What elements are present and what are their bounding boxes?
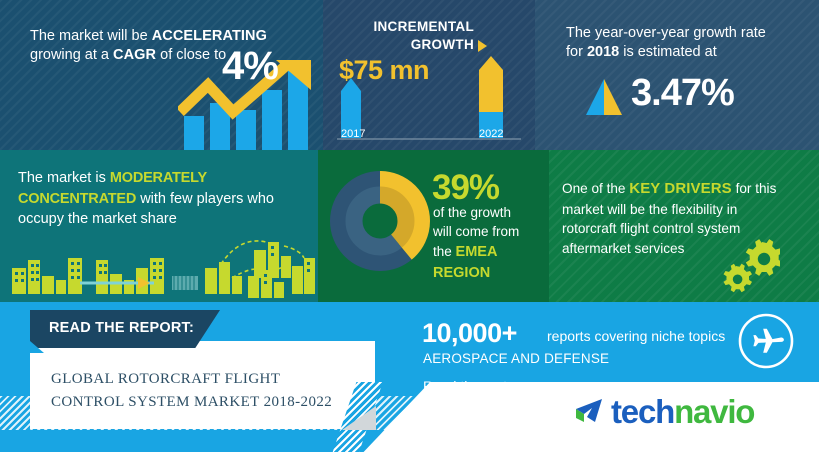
airplane-circle-icon xyxy=(738,313,794,369)
read-them-at-label: Read them at: xyxy=(423,378,511,394)
drivers-pre: One of the xyxy=(562,181,630,196)
technavio-logo[interactable]: technavio xyxy=(570,393,755,431)
reports-caption: reports covering niche topics xyxy=(547,328,726,344)
incremental-growth-value: $75 mn xyxy=(339,55,430,85)
concentration-statement: The market is MODERATELY CONCENTRATED wi… xyxy=(18,168,314,230)
incremental-growth-label: INCREMENTAL GROWTH xyxy=(336,18,474,54)
donut-chart xyxy=(330,171,430,271)
cagr-line1-bold: ACCELERATING xyxy=(151,28,268,44)
incremental-year-start: 2017 xyxy=(341,128,366,140)
paper-plane-icon xyxy=(576,399,602,422)
cagr-line2-pre: growing at a xyxy=(30,47,114,64)
emea-line2: will come from xyxy=(433,224,520,240)
gears-icon xyxy=(723,239,780,293)
logo-word-navio: navio xyxy=(674,393,755,430)
cagr-bar-chart xyxy=(178,60,311,150)
technavio-url-link[interactable]: www.technavio.com xyxy=(423,400,547,416)
panel-key-drivers xyxy=(549,150,819,302)
panel-cagr xyxy=(0,0,323,150)
emea-statement: of the growth will come from the EMEA RE… xyxy=(433,203,549,284)
panel-yoy-growth xyxy=(535,0,819,150)
emea-line3-hi: EMEA xyxy=(455,243,498,260)
reports-count: 10,000+ xyxy=(422,318,517,348)
cagr-line1-pre: The market will be xyxy=(30,28,152,44)
logo-word-tech: tech xyxy=(611,393,675,430)
read-the-report-label: READ THE REPORT: xyxy=(49,320,194,336)
triangle-up-icon xyxy=(586,79,622,115)
reports-sector: AEROSPACE AND DEFENSE xyxy=(423,351,610,366)
emea-line4-hi: REGION xyxy=(433,264,491,281)
logo-white-wedge xyxy=(356,382,819,460)
drivers-highlight: KEY DRIVERS xyxy=(629,180,732,197)
report-title: GLOBAL ROTORCRAFT FLIGHT CONTROL SYSTEM … xyxy=(51,371,333,410)
cagr-value: 4% xyxy=(222,44,279,88)
cagr-line2-bold: CAGR xyxy=(113,47,157,64)
yoy-line2-bold: 2018 xyxy=(586,44,620,61)
drivers-statement: One of the KEY DRIVERS for this market w… xyxy=(562,178,786,259)
yoy-line1: The year-over-year growth rate xyxy=(566,25,766,41)
yoy-value: 3.47% xyxy=(631,72,735,114)
cagr-statement: The market will be ACCELERATING growing … xyxy=(30,27,275,66)
city-buildings-network-icon xyxy=(12,240,315,298)
yoy-statement: The year-over-year growth rate for 2018 … xyxy=(566,24,781,63)
report-card[interactable] xyxy=(30,341,375,429)
incremental-year-end: 2022 xyxy=(479,128,504,140)
incr-label-line1: INCREMENTAL xyxy=(373,19,474,34)
emea-value: 39% xyxy=(432,168,500,207)
conc-post: with few players who occupy the market s… xyxy=(18,190,274,228)
emea-line3-pre: the xyxy=(433,243,456,259)
play-caret-icon xyxy=(478,40,487,52)
emea-line1: of the growth xyxy=(433,205,512,220)
bottom-white-strip xyxy=(0,452,819,460)
cagr-line2-post: of close to xyxy=(156,47,227,64)
yoy-line2-post: is estimated at xyxy=(619,44,717,61)
incremental-growth-chart xyxy=(337,56,521,140)
yoy-line2-pre: for xyxy=(566,44,587,61)
incr-label-line2: GROWTH xyxy=(410,37,474,53)
conc-pre: The market is xyxy=(18,170,110,186)
drivers-post: for this market will be the flexibility … xyxy=(562,181,777,257)
conc-highlight: MODERATELY CONCENTRATED xyxy=(18,170,207,207)
technavio-wordmark: technavio xyxy=(611,393,755,431)
read-the-report-banner[interactable]: READ THE REPORT: xyxy=(30,310,220,348)
